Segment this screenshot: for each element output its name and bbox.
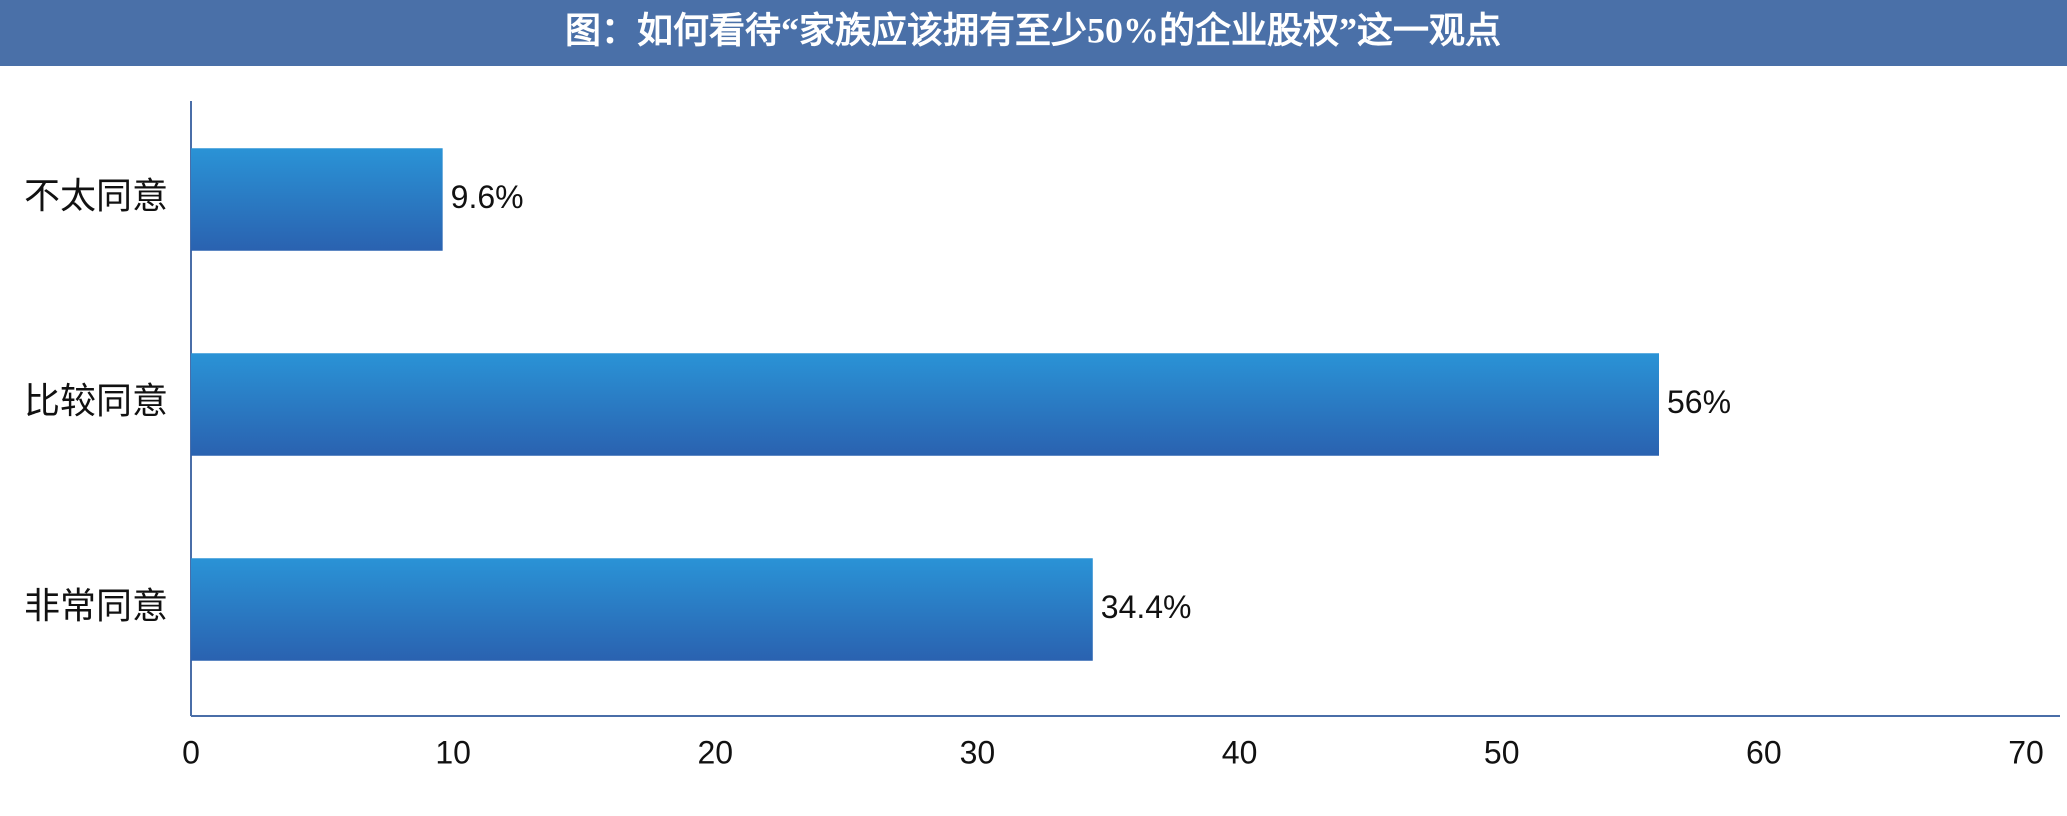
value-label: 34.4% <box>1101 589 1192 625</box>
x-tick-label: 70 <box>2008 734 2044 770</box>
x-tick-label: 30 <box>960 734 996 770</box>
x-tick-label: 50 <box>1484 734 1520 770</box>
bar <box>191 353 1659 456</box>
x-tick-label: 20 <box>697 734 733 770</box>
title-band <box>0 0 2067 66</box>
x-tick-label: 60 <box>1746 734 1782 770</box>
chart-title: 图：如何看待“家族应该拥有至少50%的企业股权”这一观点 <box>565 9 1501 50</box>
bar <box>191 558 1093 661</box>
bar <box>191 148 443 251</box>
x-tick-label: 40 <box>1222 734 1258 770</box>
x-tick-label: 0 <box>182 734 200 770</box>
value-label: 9.6% <box>451 179 524 215</box>
y-tick-label: 不太同意 <box>24 176 168 216</box>
y-tick-label: 非常同意 <box>24 586 168 626</box>
value-label: 56% <box>1667 384 1731 420</box>
y-tick-label: 比较同意 <box>24 381 168 421</box>
x-tick-label: 10 <box>435 734 471 770</box>
